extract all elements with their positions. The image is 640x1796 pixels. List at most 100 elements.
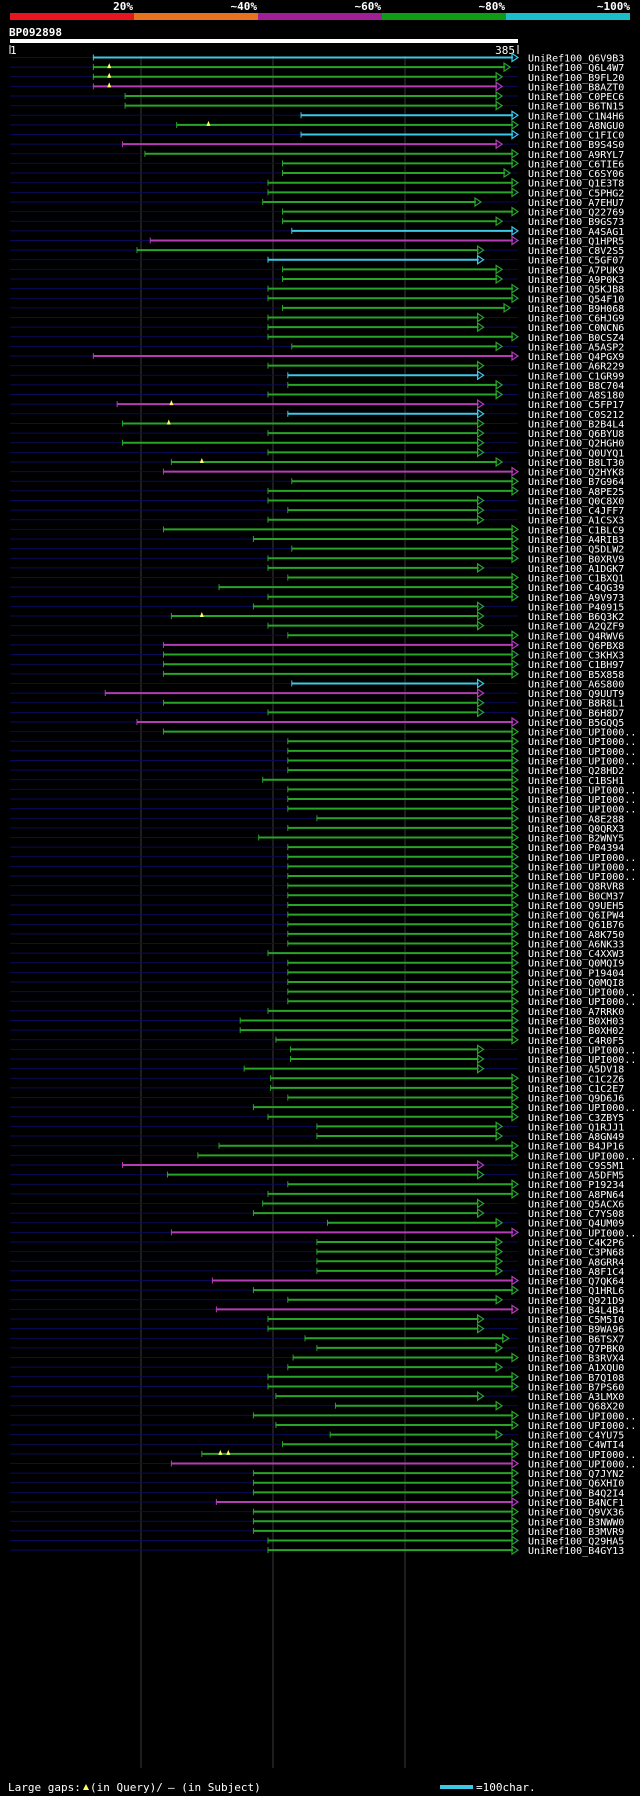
- hit-row: UniRef100_UPI000..: [10, 986, 636, 999]
- hit-label: UniRef100_UPI000..: [528, 1151, 636, 1162]
- hit-label: UniRef100_Q6PBX8: [528, 641, 624, 652]
- hit-label: UniRef100_Q9VX36: [528, 1508, 624, 1519]
- hit-label: UniRef100_A6R229: [528, 362, 624, 373]
- hit-row: UniRef100_C1N4H6: [10, 110, 624, 122]
- hit-row: UniRef100_A7EHU7: [10, 196, 624, 209]
- hit-end-arrow: [477, 370, 485, 381]
- identity-legend: 20% ~40% ~60% ~80% ~100%: [10, 0, 630, 20]
- hit-row: UniRef100_B7G964: [10, 476, 624, 488]
- hit-row: UniRef100_C0S212: [10, 408, 624, 421]
- hit-label: UniRef100_A4SAG1: [528, 227, 624, 238]
- hit-row: UniRef100_Q1E3T8: [10, 177, 624, 190]
- hit-end-arrow: [477, 697, 485, 708]
- hit-end-arrow: [511, 129, 520, 140]
- hit-label: UniRef100_B5X858: [528, 670, 624, 681]
- query-id: BP092898: [9, 26, 62, 39]
- hit-end-arrow: [477, 504, 485, 516]
- hit-end-arrow: [511, 822, 520, 834]
- hit-row: UniRef100_B3MVR9: [10, 1525, 624, 1538]
- hit-row: UniRef100_Q61B76: [10, 919, 624, 931]
- hit-end-arrow: [511, 947, 520, 959]
- hit-row: UniRef100_C1BSH1: [10, 774, 624, 787]
- hit-row: UniRef100_Q5ACX6: [10, 1198, 624, 1210]
- hit-label: UniRef100_Q0MQI8: [528, 978, 624, 989]
- hit-row: UniRef100_B8R8L1: [10, 697, 624, 710]
- hit-end-arrow: [511, 764, 520, 776]
- hit-label: UniRef100_B0XH02: [528, 1026, 624, 1037]
- hit-label: UniRef100_B8R8L1: [528, 699, 624, 710]
- query-gap-marker: [226, 1449, 231, 1455]
- hit-end-arrow: [511, 52, 520, 63]
- hit-end-arrow: [511, 880, 520, 891]
- hit-end-arrow: [477, 678, 485, 689]
- legend-label-100: ~100%: [597, 0, 630, 13]
- hit-label: UniRef100_Q1HPR5: [528, 236, 624, 247]
- hit-label: UniRef100_UPI000..: [528, 785, 636, 796]
- hit-row: UniRef100_Q9VX36: [10, 1506, 624, 1519]
- hit-end-arrow: [511, 842, 520, 853]
- query-gap-marker: [169, 400, 174, 406]
- hit-label: UniRef100_B0CSZ4: [528, 333, 624, 344]
- hit-end-arrow: [495, 1294, 504, 1305]
- hit-row: UniRef100_C5PHG2: [10, 187, 624, 199]
- query-gap-marker: [218, 1449, 223, 1455]
- hit-label: UniRef100_C1N4H6: [528, 111, 624, 122]
- hit-label: UniRef100_C4XXW3: [528, 949, 624, 960]
- hit-row: UniRef100_C1FIC0: [10, 129, 624, 142]
- hit-label: UniRef100_A2QZF9: [528, 622, 624, 633]
- hit-label: UniRef100_C4K2P6: [528, 1238, 624, 1249]
- hit-row: UniRef100_B3NWW0: [10, 1516, 624, 1528]
- hit-label: UniRef100_P19404: [528, 968, 624, 979]
- hit-end-arrow: [495, 216, 504, 227]
- hit-row: UniRef100_B9H068: [10, 302, 624, 315]
- hit-end-arrow: [511, 649, 520, 660]
- hit-row: UniRef100_Q5KJB8: [10, 283, 624, 296]
- hit-row: UniRef100_A6NK33: [10, 938, 624, 950]
- hit-end-arrow: [511, 986, 520, 997]
- legend-band-80: [382, 13, 506, 20]
- hit-row: UniRef100_B0XH02: [10, 1025, 624, 1037]
- hit-row: UniRef100_Q7PBK0: [10, 1342, 624, 1355]
- hit-row: UniRef100_A8S180: [10, 389, 624, 402]
- hit-row: UniRef100_Q6V9B3: [10, 52, 624, 65]
- hit-label: UniRef100_A8GRR4: [528, 1257, 624, 1268]
- hit-label: UniRef100_Q0C8X0: [528, 496, 624, 507]
- hit-row: UniRef100_C4XXW3: [10, 947, 624, 960]
- hit-row: UniRef100_A1XQU0: [10, 1362, 624, 1374]
- hit-label: UniRef100_Q1HRL6: [528, 1286, 624, 1297]
- hit-row: UniRef100_C0NCN6: [10, 322, 624, 334]
- hit-end-arrow: [511, 899, 520, 911]
- query-start: 1: [10, 44, 17, 57]
- hit-label: UniRef100_B4L4B4: [528, 1305, 624, 1316]
- hit-label: UniRef100_UPI000..: [528, 997, 636, 1008]
- hit-label: UniRef100_UPI000..: [528, 756, 636, 767]
- hit-label: UniRef100_A9RYL7: [528, 150, 624, 161]
- hit-label: UniRef100_Q7QK64: [528, 1277, 624, 1288]
- hit-row: UniRef100_Q9UEH5: [10, 899, 624, 912]
- hit-end-arrow: [511, 1439, 520, 1450]
- hit-row: UniRef100_B6Q3K2: [10, 610, 624, 623]
- hit-label: UniRef100_C5M5I0: [528, 1315, 624, 1326]
- hit-label: UniRef100_C4YU75: [528, 1431, 624, 1442]
- hit-row: UniRef100_Q7QK64: [10, 1275, 624, 1288]
- hit-label: UniRef100_A9P0K3: [528, 275, 624, 286]
- hit-label: UniRef100_C4R0F5: [528, 1036, 624, 1047]
- hit-label: UniRef100_B3NWW0: [528, 1517, 624, 1528]
- hit-label: UniRef100_Q0UYQ1: [528, 448, 624, 459]
- hit-row: UniRef100_C6SY06: [10, 167, 624, 180]
- hit-end-arrow: [511, 870, 520, 882]
- hit-label: UniRef100_C5GF07: [528, 256, 624, 267]
- footer: Large gaps: (in Query)/ – (in Subject) =…: [8, 1781, 536, 1794]
- hit-row: UniRef100_A8F1C4: [10, 1265, 624, 1278]
- hit-label: UniRef100_B8C704: [528, 381, 624, 392]
- hit-end-arrow: [511, 177, 520, 188]
- hit-row: UniRef100_C4WTI4: [10, 1439, 624, 1451]
- hit-label: UniRef100_B3RVX4: [528, 1354, 624, 1365]
- hit-label: UniRef100_C5FP17: [528, 400, 624, 411]
- hit-end-arrow: [495, 1246, 504, 1257]
- hit-end-arrow: [511, 582, 520, 593]
- hit-end-arrow: [511, 1102, 520, 1113]
- hit-label: UniRef100_A7PUK9: [528, 265, 624, 276]
- hit-label: UniRef100_UPI000..: [528, 872, 636, 883]
- hit-end-arrow: [511, 996, 520, 1007]
